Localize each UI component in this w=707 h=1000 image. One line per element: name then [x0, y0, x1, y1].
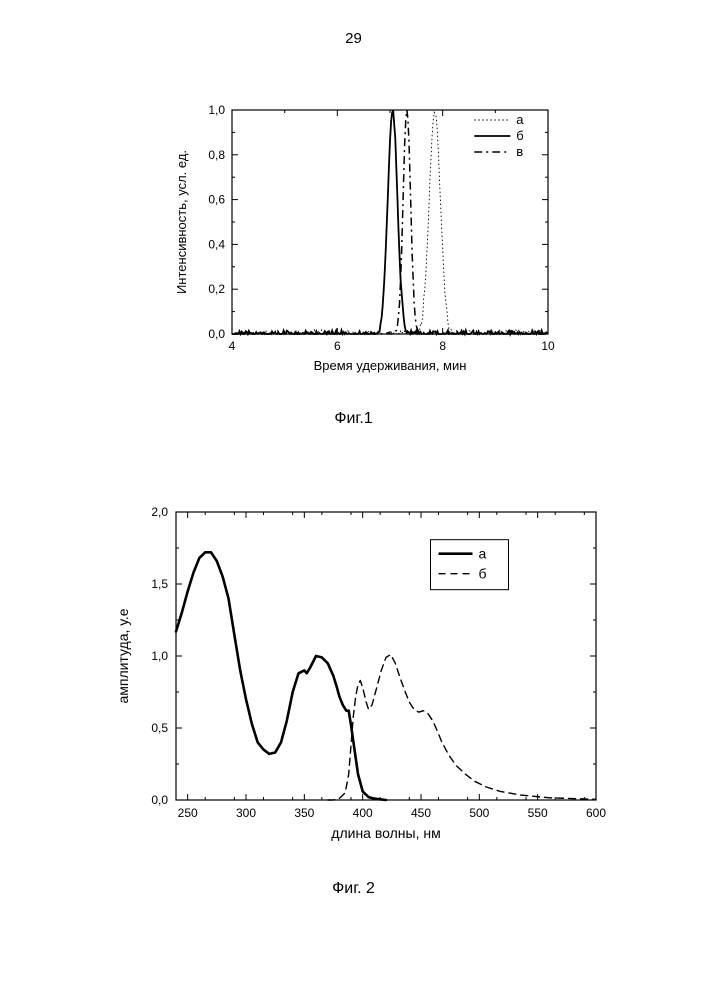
svg-text:450: 450: [411, 806, 431, 820]
svg-text:0,0: 0,0: [151, 793, 168, 807]
svg-text:0,5: 0,5: [151, 721, 168, 735]
svg-text:Время удерживания, мин: Время удерживания, мин: [314, 358, 467, 373]
svg-text:длина волны, нм: длина волны, нм: [331, 825, 440, 841]
svg-text:0,6: 0,6: [208, 193, 225, 207]
svg-text:10: 10: [541, 339, 555, 353]
svg-text:600: 600: [586, 806, 606, 820]
svg-text:0,0: 0,0: [208, 327, 225, 341]
svg-text:350: 350: [294, 806, 314, 820]
svg-text:550: 550: [528, 806, 548, 820]
figure-2-caption: Фиг. 2: [0, 880, 707, 898]
svg-text:300: 300: [236, 806, 256, 820]
svg-text:б: б: [479, 566, 487, 582]
svg-text:1,0: 1,0: [208, 103, 225, 117]
svg-text:400: 400: [353, 806, 373, 820]
figure-2: 250 300 350 400 450 500 550 600 0,0 0,5 1,0 1,5 2,0 д…: [110, 500, 610, 850]
svg-text:амплитуда, у.е: амплитуда, у.е: [115, 608, 131, 703]
svg-text:1,5: 1,5: [151, 577, 168, 591]
svg-text:а: а: [479, 546, 487, 562]
svg-text:500: 500: [469, 806, 489, 820]
page-number: 29: [0, 30, 707, 47]
svg-text:4: 4: [229, 339, 236, 353]
svg-text:6: 6: [334, 339, 341, 353]
figure-1: 4 6 8 10 0,0 0,2 0,4 0,6 0,8 1,0 Время удерживания…: [170, 100, 560, 380]
svg-text:8: 8: [439, 339, 446, 353]
svg-text:2,0: 2,0: [151, 505, 168, 519]
svg-text:а: а: [516, 112, 524, 127]
svg-text:250: 250: [178, 806, 198, 820]
svg-text:0,8: 0,8: [208, 148, 225, 162]
figure-1-caption: Фиг.1: [0, 410, 707, 428]
page: 29 4 6 8 10 0,0 0,2 0,4 0,6 0,8 1,0 Время удержива…: [0, 0, 707, 1000]
svg-text:0,2: 0,2: [208, 282, 225, 296]
svg-text:0,4: 0,4: [208, 237, 225, 251]
svg-text:1,0: 1,0: [151, 649, 168, 663]
svg-text:в: в: [516, 144, 523, 159]
svg-text:б: б: [516, 128, 523, 143]
svg-text:Интенсивность, усл. ед.: Интенсивность, усл. ед.: [174, 150, 189, 294]
